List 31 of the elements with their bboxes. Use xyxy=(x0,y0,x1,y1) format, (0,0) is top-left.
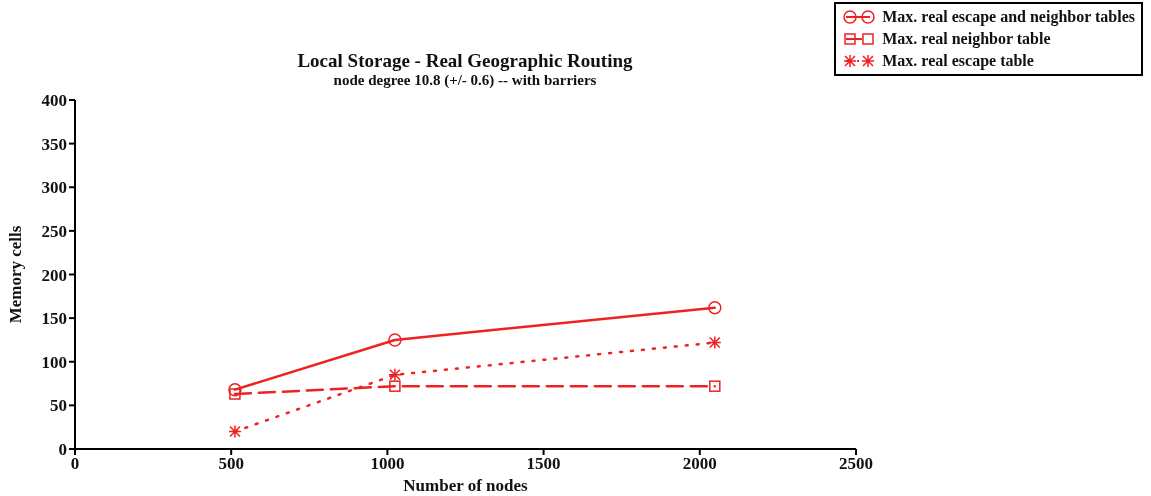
point xyxy=(708,335,722,350)
chart-title: Local Storage - Real Geographic Routing xyxy=(296,50,634,72)
y-tick-label: 150 xyxy=(41,309,67,329)
x-tick-label: 2000 xyxy=(682,454,717,474)
point xyxy=(228,382,242,397)
y-tick-label: 200 xyxy=(41,265,67,285)
point xyxy=(709,380,721,392)
x-tick-label: 1500 xyxy=(526,454,561,474)
point xyxy=(388,368,402,382)
point xyxy=(228,424,242,439)
legend-label: Max. real escape and neighbor tables xyxy=(882,7,1135,28)
x-tick-label: 1000 xyxy=(370,454,405,474)
point xyxy=(389,380,401,392)
legend-label: Max. real escape table xyxy=(882,51,1034,72)
y-tick-label: 400 xyxy=(41,91,67,111)
y-tick-label: 350 xyxy=(41,134,67,154)
x-axis-title: Number of nodes xyxy=(403,476,529,495)
y-tick-label: 100 xyxy=(41,352,67,372)
y-tick-label: 300 xyxy=(41,178,67,198)
chart-subtitle: node degree 10.8 (+/- 0.6) -- with barriers xyxy=(332,72,598,89)
point xyxy=(388,333,402,347)
x-tick-label: 2500 xyxy=(839,454,873,474)
legend-label: Max. real neighbor table xyxy=(882,29,1051,50)
y-axis-title: Memory cells xyxy=(6,225,26,324)
point xyxy=(229,388,241,400)
x-tick-label: 500 xyxy=(218,454,244,474)
y-tick-label: 250 xyxy=(41,221,67,241)
y-tick-label: 50 xyxy=(50,396,67,416)
y-tick-label: 0 xyxy=(58,440,67,460)
x-tick-label: 0 xyxy=(70,454,80,474)
point xyxy=(708,300,722,315)
